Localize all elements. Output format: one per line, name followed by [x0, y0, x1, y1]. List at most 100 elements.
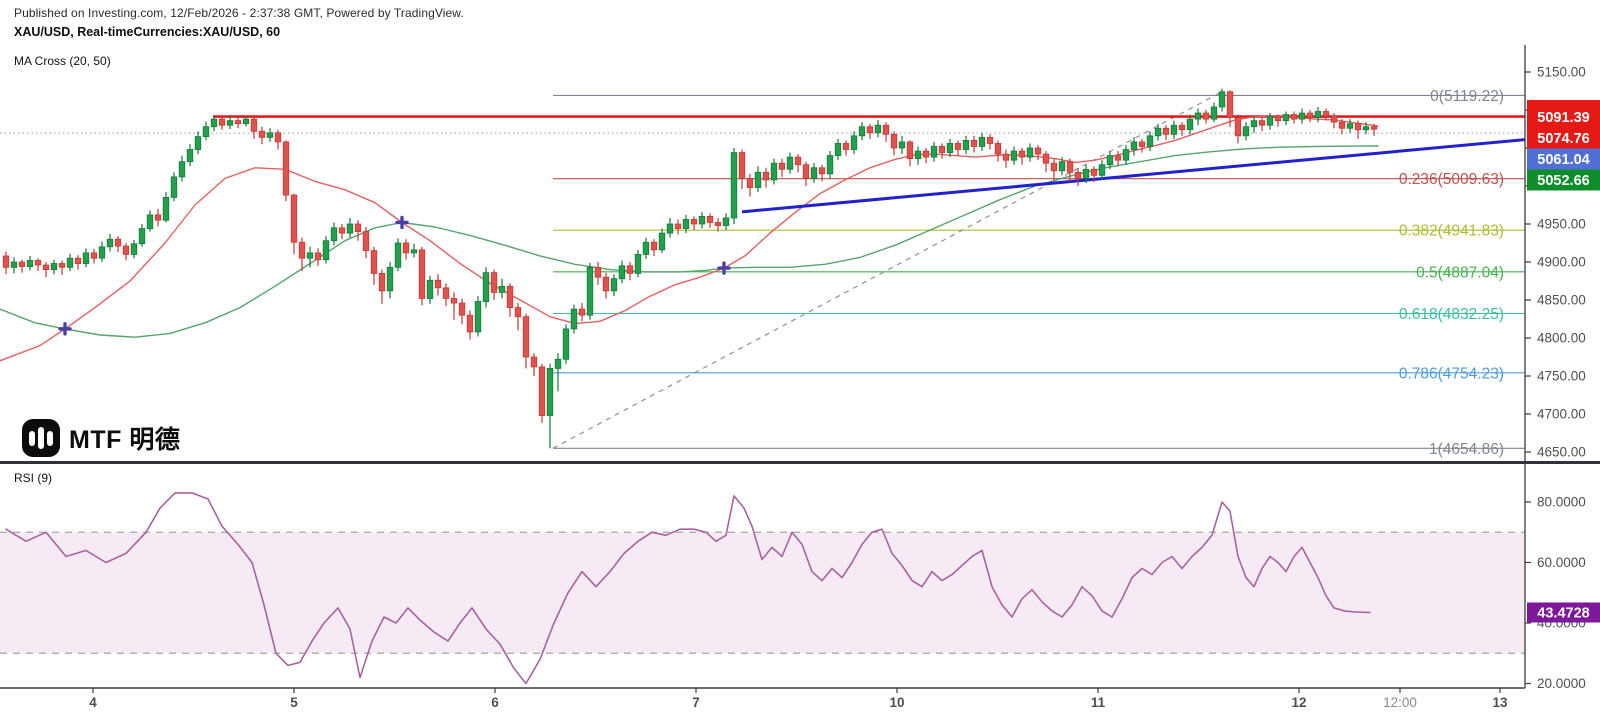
candle-body: [554, 358, 562, 369]
candle-body: [442, 287, 450, 299]
candle-body: [514, 307, 522, 318]
candle-body: [1330, 115, 1338, 123]
candle-body: [186, 149, 194, 163]
candle-body: [890, 133, 898, 149]
time-axis-tick-label: 7: [692, 695, 700, 710]
candle-body: [330, 227, 338, 242]
candle-body: [1178, 124, 1186, 131]
candle-body: [386, 266, 394, 292]
candle-body: [338, 227, 346, 234]
fib-retracement-levels[interactable]: 0(5119.22) 0.236(5009.63) 0.382(4941.83) 0.…: [553, 88, 1525, 458]
rsi-value-badge: [1527, 602, 1600, 623]
candle-body: [1226, 91, 1234, 119]
candle-body: [418, 249, 426, 299]
candle-body: [594, 266, 602, 278]
candlesticks[interactable]: [2, 88, 1378, 449]
candle-body: [162, 196, 170, 221]
price-axis-tick-label: 5150.00: [1537, 65, 1586, 80]
rsi-axis-tick-label: 20.0000: [1537, 676, 1586, 691]
candle-body: [66, 257, 74, 268]
candle-body: [682, 219, 690, 229]
support-trendline[interactable]: [741, 138, 1526, 214]
fib-level-label: 0(5119.22): [1430, 88, 1504, 105]
candle-body: [626, 265, 634, 274]
candle-body: [146, 214, 154, 229]
candle-body: [882, 124, 890, 135]
candle-body: [610, 278, 618, 292]
candle-body: [434, 279, 442, 289]
candle-body: [1042, 153, 1050, 164]
candle-body: [234, 120, 242, 125]
fib-dashed-trend[interactable]: [552, 91, 1223, 449]
candle-body: [1074, 171, 1082, 179]
candle-body: [482, 272, 490, 302]
candle-body: [970, 139, 978, 147]
candle-body: [298, 241, 306, 259]
candle-body: [746, 177, 754, 188]
candle-body: [1162, 127, 1170, 135]
brand-watermark: MTF 明德: [22, 419, 180, 457]
fib-level-label: 0.382(4941.83): [1399, 223, 1504, 240]
rsi-axis-tick-label: 80.0000: [1537, 495, 1586, 510]
candle-body: [1138, 141, 1146, 147]
candle-body: [658, 232, 666, 251]
rsi-indicator-label: RSI (9): [14, 471, 53, 485]
candle-body: [538, 366, 546, 416]
candle-body: [178, 161, 186, 178]
candle-body: [1274, 115, 1282, 122]
brand-logo-icon: [22, 419, 60, 457]
candle-body: [130, 243, 138, 255]
fib-level-label: 0.786(4754.23): [1399, 365, 1504, 382]
candle-body: [370, 250, 378, 274]
candle-body: [914, 150, 922, 160]
candle-body: [1234, 117, 1242, 137]
candle-body: [402, 242, 410, 254]
candle-body: [922, 150, 930, 158]
time-axis[interactable]: 4 5 6 7 10 11 12 12:00 13: [0, 687, 1525, 710]
candle-body: [26, 260, 34, 267]
panel-divider: [0, 461, 1600, 464]
candle-body: [1338, 121, 1346, 129]
candle-body: [1242, 126, 1250, 137]
candle-body: [522, 316, 530, 358]
candle-body: [378, 272, 386, 292]
candle-body: [354, 223, 362, 232]
candle-body: [930, 146, 938, 158]
rsi-panel[interactable]: [0, 492, 1525, 685]
candle-body: [826, 155, 834, 175]
candle-body: [34, 260, 42, 266]
candle-body: [314, 252, 322, 261]
candle-body: [58, 263, 66, 268]
candle-body: [810, 167, 818, 179]
candle-body: [322, 240, 330, 261]
candle-body: [762, 171, 770, 181]
candle-body: [1194, 112, 1202, 120]
candle-body: [1362, 126, 1370, 131]
price-axis-tick-label: 4650.00: [1537, 445, 1586, 460]
candle-body: [866, 126, 874, 134]
candle-body: [426, 279, 434, 299]
price-badge: [1527, 106, 1600, 128]
candle-body: [226, 120, 234, 126]
candle-body: [530, 356, 538, 368]
fib-level-label: 0.618(4832.25): [1399, 306, 1504, 323]
candle-body: [986, 136, 994, 144]
candle-body: [570, 308, 578, 330]
candle-body: [834, 143, 842, 157]
hidden-price-badge-sliver: [1527, 100, 1600, 107]
time-axis-tick-label: 5: [290, 695, 298, 710]
candle-body: [170, 176, 178, 198]
price-badge-value: 5091.39: [1537, 110, 1589, 126]
brand-logo-text: MTF 明德: [69, 426, 181, 454]
candle-body: [850, 135, 858, 150]
price-badge-value: 5061.04: [1537, 152, 1589, 168]
candle-body: [394, 242, 402, 268]
time-axis-tick-label: 13: [1492, 695, 1508, 710]
candle-body: [1082, 168, 1090, 179]
candle-body: [154, 214, 162, 221]
fib-level-label: 1(4654.86): [1429, 441, 1504, 458]
candle-body: [218, 118, 226, 126]
candle-body: [362, 231, 370, 252]
